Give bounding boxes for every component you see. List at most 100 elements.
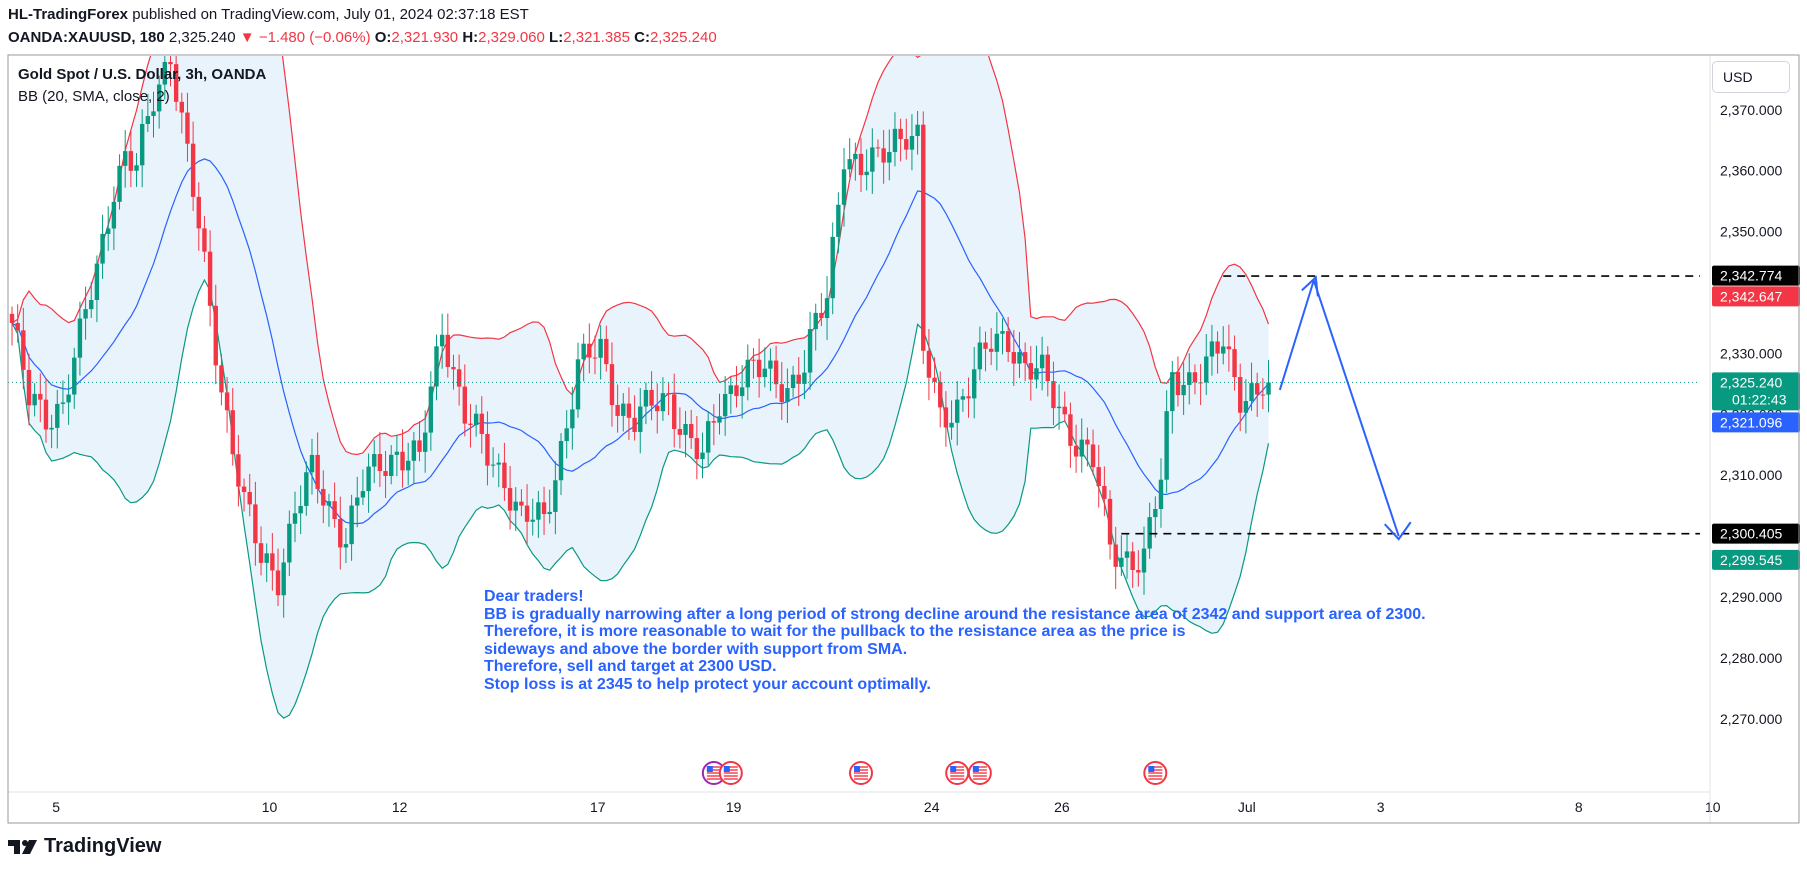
candle-body (43, 399, 49, 430)
author-name[interactable]: HL-TradingForex (8, 6, 129, 23)
chart-legend-title[interactable]: Gold Spot / U.S. Dollar, 3h, OANDA (18, 66, 267, 83)
candle-body (1243, 401, 1249, 413)
high-label: H: (462, 29, 479, 46)
open-value: 2,321.930 (391, 29, 459, 46)
candle-body (994, 333, 1000, 352)
price-axis-marker (1712, 265, 1800, 286)
price-axis-marker-label: 2,321.096 (1720, 414, 1782, 430)
candle-body (1039, 354, 1045, 369)
candle-body (938, 381, 943, 408)
candle-body (1232, 349, 1237, 378)
candle-body (72, 357, 77, 395)
candle-body (145, 116, 151, 125)
candle-body (332, 501, 337, 520)
candle-body (264, 553, 269, 563)
candle-body (1175, 372, 1181, 396)
candle-body (564, 428, 569, 442)
candle-body (756, 359, 762, 378)
candle-body (705, 421, 711, 453)
candle-body (887, 151, 892, 163)
time-axis-tick-label: 3 (1377, 799, 1385, 815)
candle-body (1096, 467, 1101, 487)
candle-body (626, 403, 632, 418)
candle-body (468, 423, 473, 426)
candle-body (836, 204, 841, 237)
candle-body (275, 570, 281, 596)
candle-body (9, 313, 15, 323)
price-axis-marker (1712, 412, 1800, 433)
countdown-label: 01:22:43 (1732, 391, 1787, 407)
candle-body (1238, 377, 1243, 413)
price-axis-marker (1712, 549, 1800, 570)
price-axis-tick-label: 2,350.000 (1720, 224, 1782, 240)
candle-body (524, 505, 530, 522)
candle-body (660, 393, 666, 412)
time-axis-tick-label: 24 (924, 799, 940, 815)
candle-body (728, 385, 734, 395)
candle-body (683, 423, 688, 435)
last-price: 2,325.240 (168, 29, 236, 46)
bb-fill (12, 56, 1269, 719)
candle-body (570, 409, 575, 429)
candle-body (813, 312, 818, 330)
candle-body (615, 405, 620, 416)
indicator-legend[interactable]: BB (20, SMA, close, 2) (18, 88, 170, 105)
candle-body (768, 360, 773, 369)
candle-body (655, 405, 660, 412)
candle-body (439, 334, 445, 347)
candle-body (581, 343, 586, 360)
candle-body (779, 384, 784, 403)
candle-body (236, 454, 241, 487)
candle-body (915, 124, 920, 136)
symbol-label: OANDA:XAUUSD, 180 (8, 29, 165, 46)
candle-body (83, 309, 88, 319)
candle-body (1102, 486, 1107, 499)
candle-body (1170, 372, 1175, 412)
candle-body (366, 466, 371, 492)
price-axis-tick-label: 2,290.000 (1720, 589, 1782, 605)
candle-body (1130, 551, 1135, 571)
candle-body (434, 346, 439, 387)
high-value: 2,329.060 (478, 29, 545, 46)
candle-body (977, 342, 983, 370)
candle-body (224, 392, 230, 411)
tradingview-logo[interactable]: TradingView (8, 835, 161, 858)
candle-body (383, 471, 388, 477)
candle-body (1164, 411, 1169, 480)
price-axis-tick-label: 2,280.000 (1720, 650, 1782, 666)
publish-header: HL-TradingForex published on TradingView… (8, 6, 529, 23)
candle-body (1204, 356, 1209, 383)
candle-body (207, 251, 213, 306)
candle-body (326, 501, 332, 506)
candle-body (1181, 384, 1186, 396)
candle-body (853, 153, 858, 160)
candle-body (689, 423, 694, 439)
candle-body (1056, 406, 1062, 409)
analysis-annotation[interactable]: Dear traders! BB is gradually narrowing … (484, 588, 1426, 693)
candle-body (1215, 341, 1220, 354)
currency-button[interactable]: USD (1712, 61, 1790, 93)
candle-body (128, 151, 134, 171)
candle-body (943, 407, 949, 428)
time-axis-tick-label: 10 (262, 799, 278, 815)
candle-body (360, 491, 366, 498)
candle-body (247, 492, 252, 505)
candle-body (983, 342, 988, 349)
price-axis-tick-label: 2,270.000 (1720, 711, 1782, 727)
candle-body (15, 322, 20, 331)
candle-body (672, 394, 677, 430)
candle-body (530, 519, 535, 522)
change-down-icon: ▼ (239, 29, 255, 46)
low-value: 2,321.385 (563, 29, 630, 46)
candle-body (77, 318, 83, 358)
price-axis-tick-label: 2,360.000 (1720, 163, 1782, 179)
candle-body (417, 440, 422, 452)
candle-body (338, 519, 343, 548)
candle-body (1119, 557, 1124, 567)
time-axis-tick-label: Jul (1238, 799, 1256, 815)
candle-body (139, 124, 145, 166)
candle-body (739, 387, 745, 397)
candle-body (162, 61, 168, 85)
forecast-path (1278, 277, 1400, 537)
